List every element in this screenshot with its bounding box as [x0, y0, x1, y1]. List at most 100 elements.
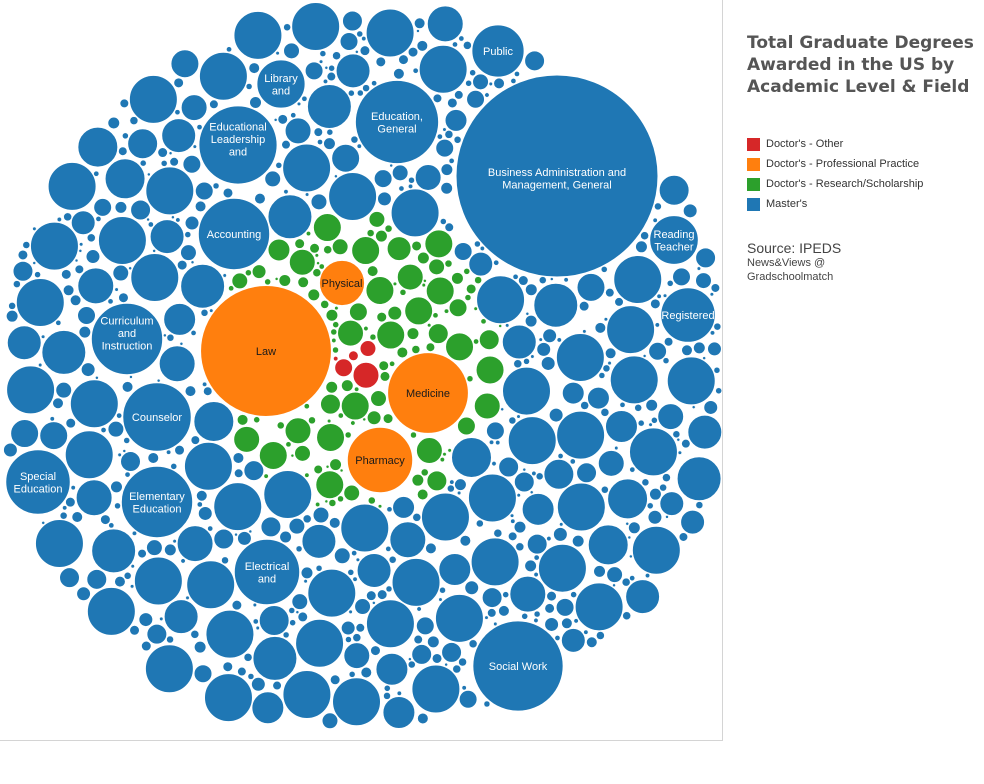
bubble-field[interactable]: [456, 416, 476, 436]
bubble-field[interactable]: [495, 440, 501, 446]
bubble-field[interactable]: [318, 263, 325, 270]
bubble-field[interactable]: [148, 221, 154, 228]
bubble-field[interactable]: [222, 273, 227, 278]
bubble-field[interactable]: [612, 583, 616, 588]
bubble-field[interactable]: [582, 329, 587, 334]
bubble-counselor[interactable]: [122, 382, 192, 452]
bubble-field[interactable]: [387, 305, 403, 321]
bubble-field[interactable]: [614, 445, 619, 451]
bubble-field[interactable]: [385, 546, 392, 552]
bubble-field[interactable]: [453, 136, 462, 144]
legend-item-doctors-professional[interactable]: Doctor's - Professional Practice: [747, 154, 977, 174]
bubble-field[interactable]: [93, 197, 113, 217]
bubble-field[interactable]: [550, 277, 554, 281]
bubble-field[interactable]: [328, 64, 335, 72]
bubble-field[interactable]: [666, 356, 716, 406]
bubble-field[interactable]: [515, 542, 525, 552]
bubble-field[interactable]: [107, 116, 121, 130]
bubble-field[interactable]: [354, 386, 360, 392]
bubble-field[interactable]: [392, 67, 405, 80]
bubble-field[interactable]: [536, 341, 552, 357]
bubble-registered[interactable]: [660, 287, 716, 343]
bubble-field[interactable]: [652, 217, 658, 223]
bubble-field[interactable]: [171, 215, 175, 219]
bubble-field[interactable]: [318, 59, 324, 64]
bubble-field[interactable]: [300, 566, 314, 580]
bubble-field[interactable]: [312, 268, 322, 277]
bubble-field[interactable]: [13, 280, 21, 288]
bubble-field[interactable]: [500, 407, 504, 412]
bubble-pharmacy[interactable]: [346, 426, 414, 494]
bubble-field[interactable]: [444, 308, 449, 314]
bubble-field[interactable]: [107, 420, 125, 438]
bubble-field[interactable]: [576, 272, 606, 302]
bubble-field[interactable]: [193, 664, 213, 684]
bubble-field[interactable]: [641, 478, 650, 487]
bubble-field[interactable]: [326, 128, 334, 136]
bubble-field[interactable]: [602, 364, 611, 373]
bubble-field[interactable]: [15, 277, 65, 327]
bubble-field[interactable]: [114, 287, 119, 292]
bubble-field[interactable]: [331, 238, 349, 256]
bubble-field[interactable]: [516, 414, 521, 419]
bubble-field[interactable]: [267, 238, 291, 262]
bubble-field[interactable]: [423, 279, 427, 283]
bubble-field[interactable]: [627, 535, 632, 540]
bubble-field[interactable]: [149, 219, 185, 255]
bubble-field[interactable]: [80, 362, 96, 378]
bubble-field[interactable]: [91, 528, 137, 574]
bubble-field[interactable]: [249, 95, 263, 109]
bubble-field[interactable]: [159, 616, 164, 621]
bubble-field[interactable]: [222, 661, 234, 673]
bubble-field[interactable]: [544, 602, 556, 614]
bubble-field[interactable]: [76, 586, 92, 602]
bubble-field[interactable]: [441, 641, 463, 663]
bubble-field[interactable]: [522, 467, 527, 472]
bubble-field[interactable]: [560, 617, 573, 630]
bubble-field[interactable]: [372, 601, 376, 605]
bubble-field[interactable]: [573, 618, 579, 624]
bubble-field[interactable]: [663, 336, 674, 347]
bubble-field[interactable]: [355, 557, 360, 562]
bubble-field[interactable]: [313, 127, 324, 138]
bubble-field[interactable]: [297, 611, 309, 623]
bubble-field[interactable]: [99, 514, 111, 526]
bubble-field[interactable]: [222, 187, 234, 199]
bubble-field[interactable]: [483, 700, 491, 708]
bubble-field[interactable]: [362, 417, 366, 422]
bubble-field[interactable]: [308, 416, 316, 425]
bubble-field[interactable]: [306, 83, 352, 129]
bubble-field[interactable]: [313, 464, 324, 475]
bubble-field[interactable]: [17, 249, 29, 261]
bubble-field[interactable]: [557, 453, 564, 459]
bubble-field[interactable]: [598, 372, 606, 379]
bubble-field[interactable]: [366, 229, 375, 237]
bubble-field[interactable]: [411, 664, 461, 714]
bubble-field[interactable]: [563, 277, 569, 283]
bubble-field[interactable]: [306, 231, 311, 237]
bubble-field[interactable]: [163, 543, 177, 557]
bubble-field[interactable]: [38, 362, 43, 368]
bubble-field[interactable]: [651, 417, 658, 424]
bubble-field[interactable]: [305, 192, 310, 197]
bubble-field[interactable]: [415, 437, 443, 465]
bubble-field[interactable]: [677, 450, 682, 455]
bubble-field[interactable]: [442, 452, 447, 457]
bubble-field[interactable]: [713, 322, 722, 331]
bubble-field[interactable]: [412, 513, 422, 522]
bubble-field[interactable]: [475, 355, 505, 385]
bubble-field[interactable]: [124, 471, 131, 478]
bubble-field[interactable]: [64, 430, 114, 480]
bubble-field[interactable]: [533, 554, 540, 561]
bubble-field[interactable]: [710, 282, 721, 293]
bubble-field[interactable]: [502, 591, 509, 598]
bubble-field[interactable]: [316, 261, 320, 265]
bubble-field[interactable]: [41, 334, 46, 339]
bubble-field[interactable]: [556, 410, 606, 460]
bubble-curriculum-and-instruction[interactable]: [90, 302, 164, 376]
bubble-field[interactable]: [130, 564, 135, 569]
bubble-field[interactable]: [359, 340, 377, 358]
bubble-field[interactable]: [369, 645, 381, 657]
bubble-field[interactable]: [646, 502, 654, 510]
bubble-field[interactable]: [619, 401, 626, 408]
